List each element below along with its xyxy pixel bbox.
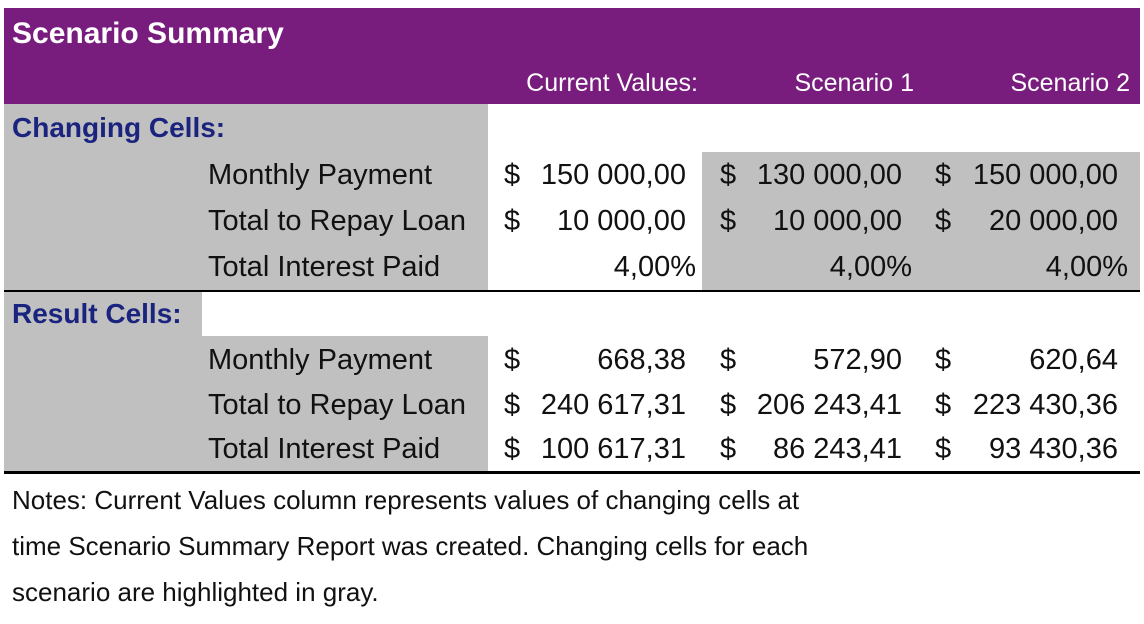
column-header-scenario-2: Scenario 2 — [1010, 69, 1130, 97]
value-cell: 150 000,00 — [972, 159, 1118, 191]
currency-symbol: $ — [504, 159, 521, 191]
value-cell: 223 430,36 — [972, 389, 1118, 421]
value-cell: 4,00% — [1045, 251, 1128, 283]
changing-cells-label: Changing Cells: — [12, 112, 226, 143]
currency-symbol: $ — [720, 205, 737, 237]
currency-symbol: $ — [504, 344, 521, 376]
column-header-current: Current Values: — [526, 69, 698, 97]
result-row-label: Monthly Payment — [208, 344, 433, 376]
value-cell: 130 000,00 — [756, 159, 902, 191]
currency-symbol: $ — [935, 433, 952, 465]
notes-line: scenario are highlighted in gray. — [12, 577, 379, 607]
value-cell: 4,00% — [829, 251, 912, 283]
currency-symbol: $ — [504, 389, 521, 421]
value-cell: 620,64 — [1029, 344, 1118, 376]
value-cell: 572,90 — [813, 344, 902, 376]
value-cell: 93 430,36 — [988, 433, 1118, 465]
header-band — [4, 8, 1140, 104]
result-cells-label: Result Cells: — [12, 298, 182, 329]
currency-symbol: $ — [504, 433, 521, 465]
table-bottom-border — [4, 471, 1140, 474]
value-cell: 150 000,00 — [540, 159, 686, 191]
value-cell: 668,38 — [597, 344, 686, 376]
currency-symbol: $ — [720, 159, 737, 191]
result-cells-label-column — [4, 336, 488, 472]
changing-row-label: Monthly Payment — [208, 159, 433, 191]
value-cell: 240 617,31 — [540, 389, 686, 421]
value-cell: 10 000,00 — [556, 205, 686, 237]
value-cell: 20 000,00 — [988, 205, 1118, 237]
currency-symbol: $ — [935, 205, 952, 237]
result-cells-label-band — [4, 292, 202, 336]
currency-symbol: $ — [935, 389, 952, 421]
currency-symbol: $ — [935, 344, 952, 376]
value-cell: 206 243,41 — [756, 389, 902, 421]
value-cell: 4,00% — [613, 251, 696, 283]
result-row-label: Total Interest Paid — [208, 433, 441, 465]
notes-line: Notes: Current Values column represents … — [12, 485, 800, 515]
currency-symbol: $ — [720, 433, 737, 465]
currency-symbol: $ — [720, 389, 737, 421]
currency-symbol: $ — [935, 159, 952, 191]
report-title: Scenario Summary — [12, 17, 284, 50]
notes-line: time Scenario Summary Report was created… — [12, 531, 809, 561]
value-cell: 86 243,41 — [772, 433, 902, 465]
column-header-scenario-1: Scenario 1 — [794, 69, 914, 97]
result-row-label: Total to Repay Loan — [208, 389, 466, 421]
value-cell: 10 000,00 — [772, 205, 902, 237]
changing-cells-header-blank — [488, 104, 1140, 152]
currency-symbol: $ — [504, 205, 521, 237]
value-cell: 100 617,31 — [540, 433, 686, 465]
currency-symbol: $ — [720, 344, 737, 376]
current-values-column-changing — [488, 152, 702, 290]
changing-row-label: Total Interest Paid — [208, 251, 441, 283]
section-divider — [4, 290, 1140, 292]
changing-row-label: Total to Repay Loan — [208, 205, 466, 237]
